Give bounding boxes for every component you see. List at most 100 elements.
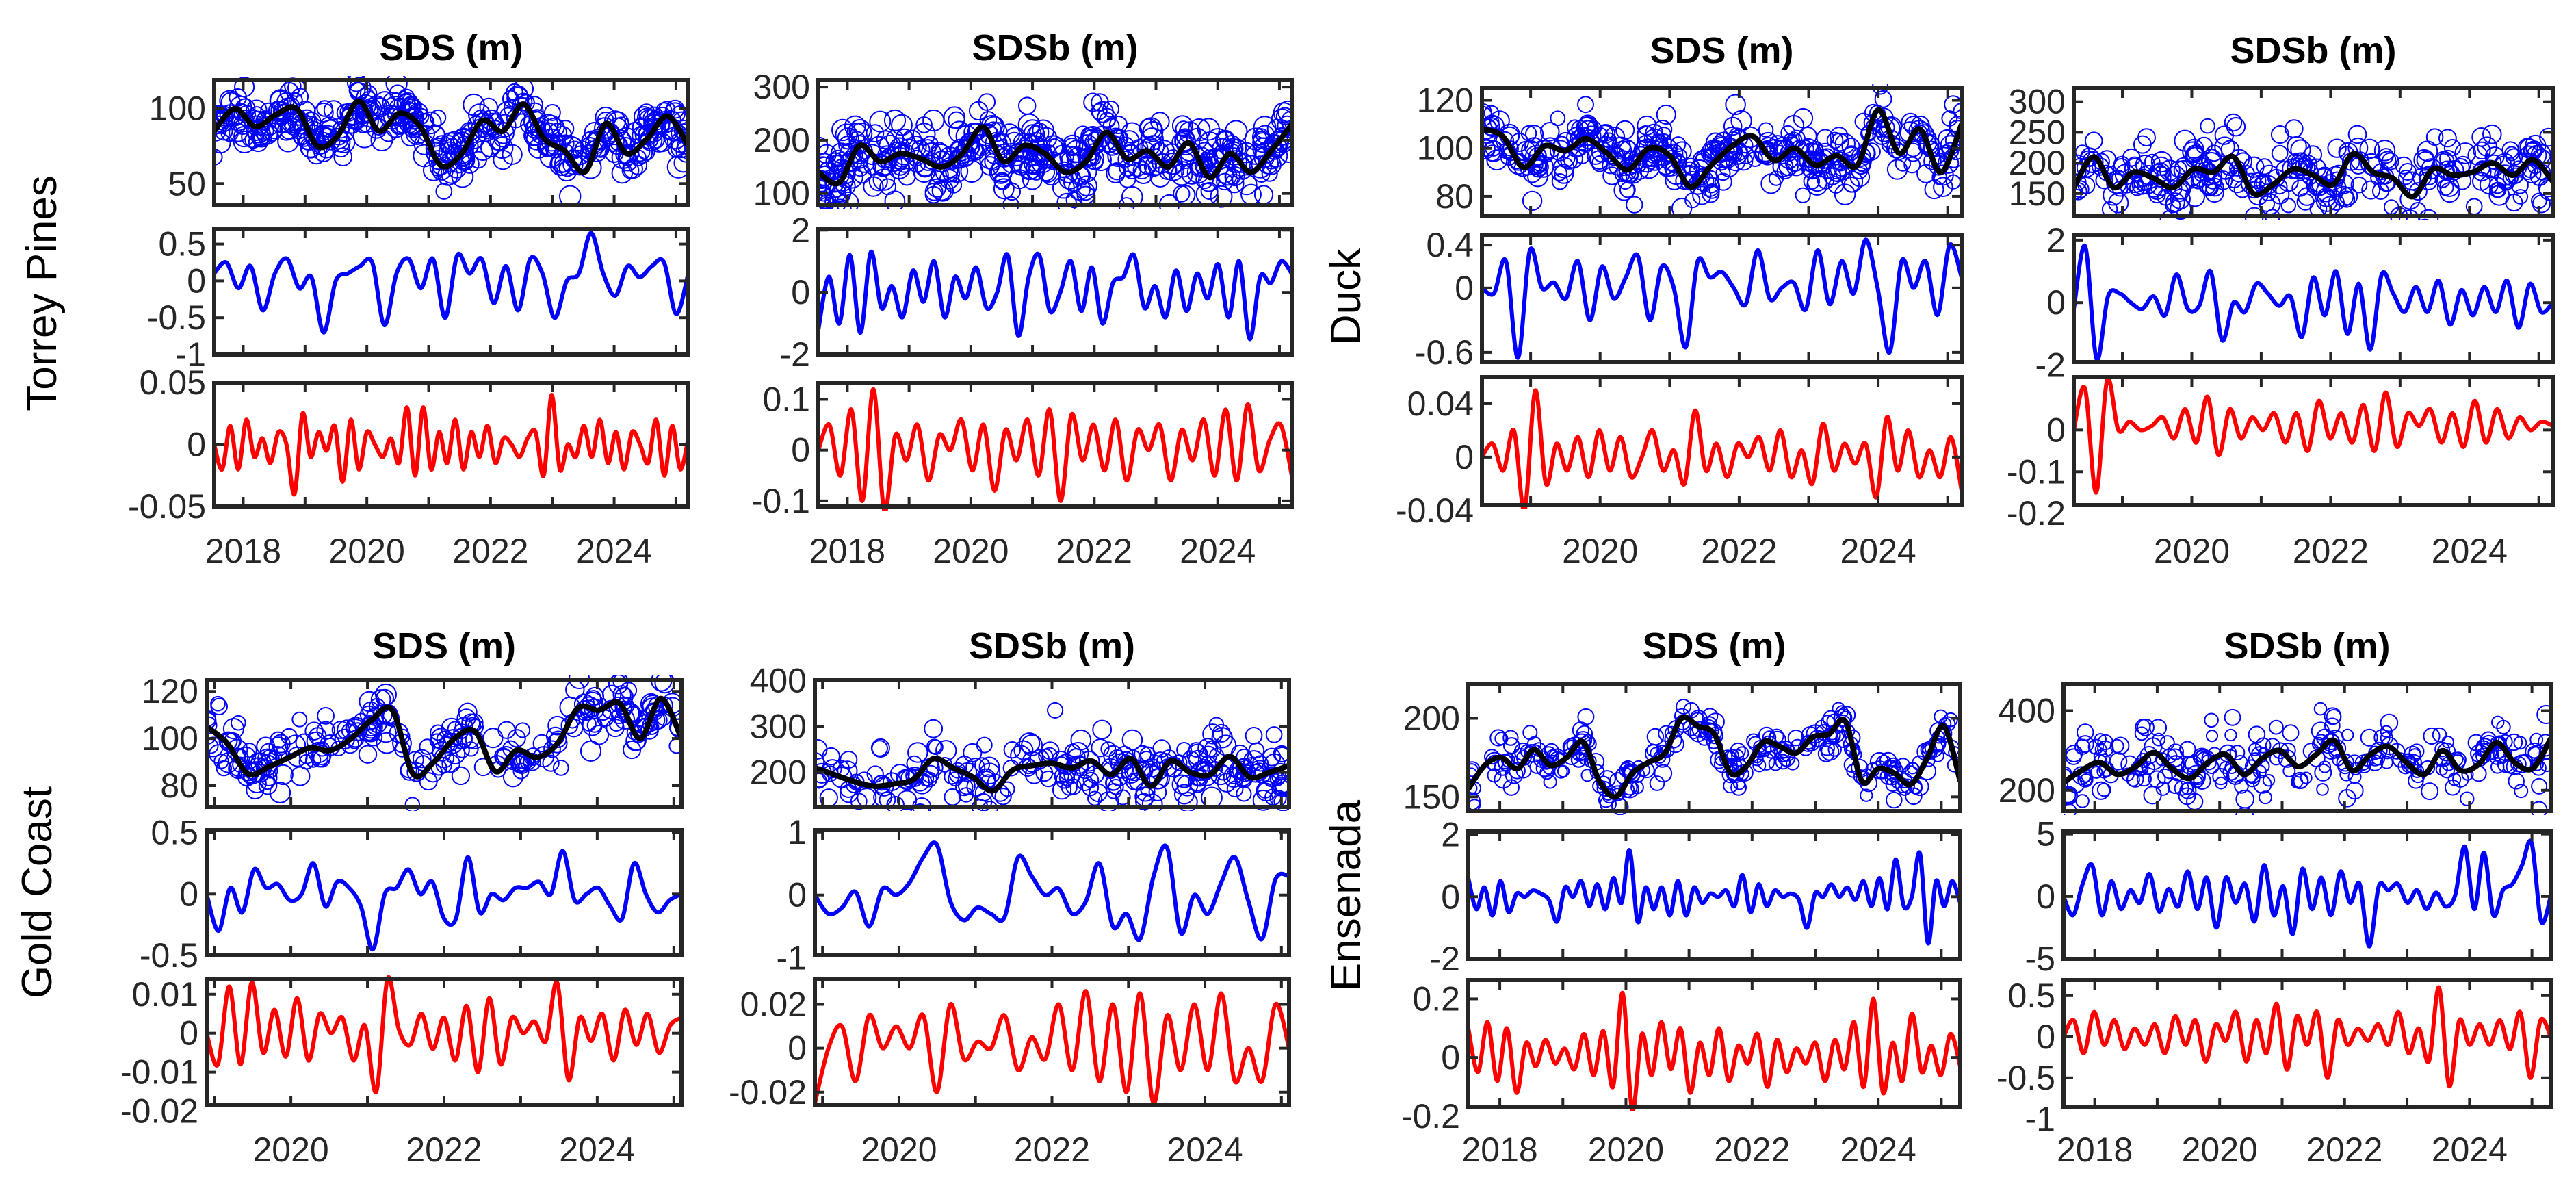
axes-frame [816, 381, 1294, 509]
y-tick-label: 2 [791, 211, 810, 249]
axes-frame [212, 78, 690, 207]
observation-point [2077, 771, 2094, 788]
observation-point [1671, 198, 1693, 219]
plot-area [1468, 698, 1960, 815]
observation-point [1574, 731, 1593, 750]
observation-point [1106, 164, 1126, 183]
observation-point [2443, 138, 2462, 157]
x-tick-label: 2020 [2182, 1131, 2258, 1169]
observation-point [2510, 756, 2527, 773]
observation-point [613, 116, 630, 133]
observation-point [2224, 113, 2243, 132]
observation-point [2136, 771, 2152, 787]
y-tick-label: -0.02 [120, 1092, 198, 1131]
observation-point [1121, 185, 1143, 208]
observation-point [673, 153, 688, 173]
observation-point [2338, 789, 2356, 808]
observation-point [1182, 750, 1200, 768]
observation-point [1522, 190, 1543, 211]
observation-point [1102, 100, 1120, 118]
observation-point [1173, 185, 1191, 203]
observation-point [1786, 756, 1800, 771]
observation-point [530, 121, 554, 144]
observation-point [1003, 741, 1021, 759]
observation-point [1139, 157, 1158, 175]
observation-point [2514, 784, 2529, 799]
observation-point [1525, 145, 1547, 167]
observation-point [2439, 177, 2460, 197]
observation-point [1747, 151, 1763, 167]
observation-point [1886, 791, 1903, 809]
observation-point [291, 88, 309, 106]
observation-point [1820, 715, 1836, 730]
observation-point [844, 115, 866, 138]
observation-point [1012, 155, 1031, 174]
trend-line [1468, 714, 1960, 800]
observation-point [1272, 776, 1289, 795]
observation-point [2435, 763, 2449, 776]
observation-point [2316, 783, 2329, 796]
observation-point [1619, 181, 1636, 198]
column-title: SDS (m) [372, 626, 516, 667]
observation-point [1723, 778, 1739, 794]
observation-point [2270, 125, 2290, 144]
observation-point [1197, 738, 1219, 759]
y-tick-label: 0.04 [1407, 385, 1474, 423]
observation-point [2200, 149, 2222, 170]
y-tick-label: 2 [1441, 816, 1460, 854]
sds-panel: 80 100 120 [142, 672, 684, 811]
observation-point [2525, 134, 2547, 157]
observation-point [2311, 721, 2330, 741]
axes-frame [212, 227, 690, 357]
observation-point [2133, 135, 2152, 154]
imf-high-line [815, 989, 1289, 1105]
observation-point [1236, 766, 1253, 782]
y-tick-label: 100 [142, 719, 198, 758]
site-block-ensenada: Ensenada SDS (m) 150 200 -2 0 2 -0.2 0 0.2 2018 202… [1323, 626, 2553, 1169]
observation-point [398, 88, 415, 106]
observation-point [430, 724, 447, 741]
observation-point [943, 106, 966, 129]
observation-point [281, 728, 298, 745]
observation-point [2268, 719, 2284, 735]
observation-point [905, 767, 924, 785]
observation-point [1253, 185, 1274, 205]
observation-point [2129, 179, 2146, 196]
observation-point [1210, 185, 1233, 208]
axes-frame [2061, 978, 2553, 1109]
imf-low-panel: -1-0.500.5 [147, 225, 690, 374]
observation-point [552, 760, 569, 776]
observation-point [580, 740, 602, 762]
observation-point [621, 161, 640, 179]
imf-high-panel: -0.2-0.10 [2007, 375, 2555, 532]
observation-point [827, 212, 843, 229]
y-tick-label: -0.01 [120, 1053, 198, 1092]
observation-point [2185, 186, 2205, 207]
observation-point [1580, 769, 1594, 782]
y-tick-label: 0 [1441, 877, 1460, 916]
observation-point [1687, 726, 1700, 740]
observation-point [463, 93, 485, 116]
observation-point [1539, 755, 1554, 770]
y-tick-label: -2 [1430, 940, 1460, 978]
observation-point [1058, 770, 1076, 786]
observation-point [1746, 733, 1761, 749]
imf-low-line [815, 840, 1289, 942]
observation-point [2438, 129, 2457, 148]
column-title: SDS (m) [1650, 30, 1793, 71]
observation-point [331, 139, 350, 158]
observation-point [1121, 729, 1143, 751]
observation-point [2155, 781, 2170, 796]
observation-point [2074, 738, 2091, 755]
imf-high-line [2074, 376, 2553, 495]
x-tick-label: 2018 [2057, 1131, 2133, 1169]
observation-point [1557, 131, 1574, 149]
plot-area [214, 231, 688, 335]
observation-point [455, 136, 475, 155]
observation-point [2122, 148, 2141, 167]
observation-point [2157, 768, 2173, 784]
observation-point [2181, 782, 2194, 795]
observation-point [1941, 110, 1958, 127]
trend-line [818, 123, 1292, 187]
observation-point [1088, 814, 1102, 827]
